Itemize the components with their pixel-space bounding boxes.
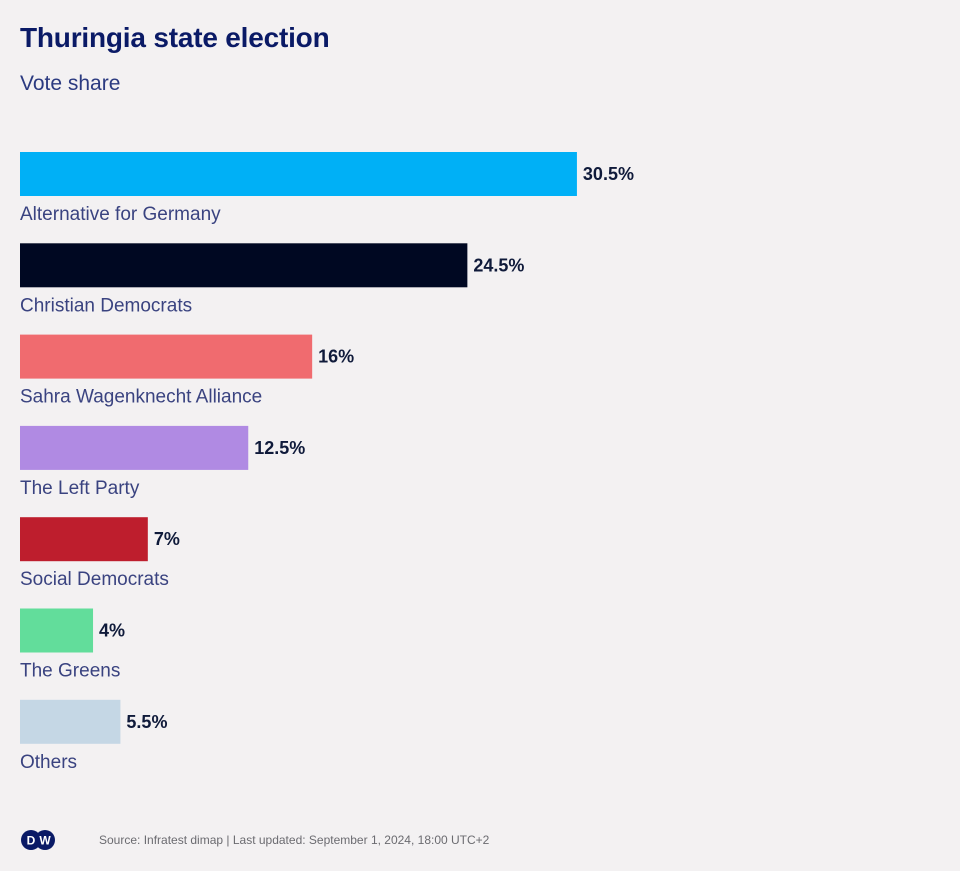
- bar-christian-democrats: [20, 243, 468, 288]
- bar-the-left-party: [20, 425, 249, 470]
- bar-social-democrats: [20, 517, 148, 562]
- value-label: 24.5%: [473, 255, 524, 275]
- value-label: 4%: [99, 621, 125, 641]
- chart-title: Thuringia state election: [20, 22, 330, 53]
- value-label: 5.5%: [126, 712, 167, 732]
- dw-logo-icon: D W: [21, 830, 55, 850]
- source-note: Source: Infratest dimap | Last updated: …: [99, 833, 490, 847]
- bar-alternative-for-germany: [20, 152, 577, 196]
- bar-others: [20, 699, 121, 744]
- chart-subtitle: Vote share: [20, 72, 121, 95]
- value-label: 7%: [154, 529, 180, 549]
- bar-sahra-wagenknecht-alliance: [20, 334, 313, 379]
- value-label: 12.5%: [254, 438, 305, 458]
- category-label: Sahra Wagenknecht Alliance: [20, 387, 262, 408]
- footer: D W: [20, 828, 56, 852]
- bar-the-greens: [20, 608, 94, 653]
- svg-text:W: W: [39, 834, 51, 848]
- category-label: The Greens: [20, 661, 120, 682]
- svg-text:D: D: [27, 834, 36, 848]
- category-label: Social Democrats: [20, 569, 169, 590]
- category-label: Christian Democrats: [20, 295, 192, 316]
- category-label: Others: [20, 752, 77, 773]
- value-label: 16%: [318, 347, 354, 367]
- category-label: The Left Party: [20, 478, 140, 499]
- value-label: 30.5%: [583, 164, 634, 184]
- category-label: Alternative for Germany: [20, 204, 221, 225]
- bar-chart: 30.5% Alternative for Germany 24.5% Christi…: [20, 152, 634, 773]
